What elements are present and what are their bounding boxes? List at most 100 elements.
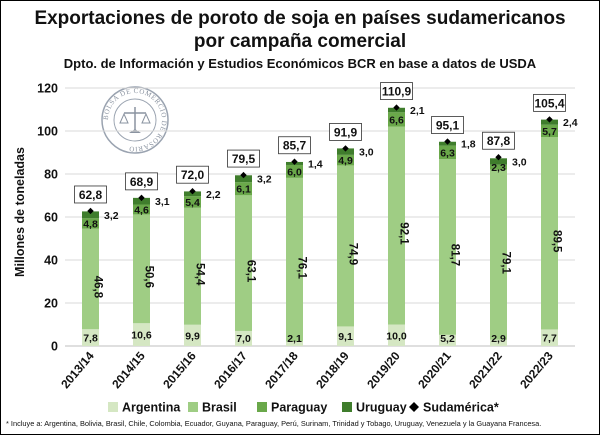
bar-argentina — [82, 329, 99, 346]
data-label-brasil: 74,9 — [347, 243, 359, 265]
data-label-uruguay: 3,2 — [257, 174, 272, 186]
legend-swatch-brasil — [188, 402, 198, 412]
y-tick-label: 20 — [44, 297, 58, 311]
bar-brasil — [286, 177, 303, 342]
total-label: 79,5 — [232, 152, 256, 166]
bar-uruguay — [82, 211, 99, 219]
x-tick-label: 2013/14 — [58, 349, 97, 391]
x-tick-label: 2014/15 — [109, 349, 148, 391]
data-label-uruguay: 2,4 — [563, 117, 578, 129]
total-marker — [342, 145, 349, 152]
data-label-uruguay: 3,0 — [359, 147, 374, 159]
bar-paraguay — [286, 164, 303, 178]
total-marker — [87, 207, 94, 215]
chart-title: Exportaciones de poroto de soja en paíse… — [34, 8, 566, 29]
total-marker — [138, 194, 145, 202]
bar-paraguay — [541, 124, 558, 138]
total-label: 85,7 — [283, 139, 307, 153]
data-label-argentina: 9,1 — [338, 331, 353, 343]
bar-brasil — [388, 126, 405, 325]
total-marker — [495, 154, 502, 161]
legend-swatch-uruguay — [342, 402, 352, 412]
bar-argentina — [388, 324, 405, 346]
data-label-brasil: 89,5 — [551, 230, 563, 253]
bar-paraguay — [184, 196, 201, 208]
data-label-paraguay: 6,0 — [287, 166, 302, 178]
bar-brasil — [82, 228, 99, 330]
legend: Argentina Brasil Paraguay Uruguay Sudamérica… — [108, 401, 499, 415]
x-tick-label: 2015/16 — [160, 349, 199, 391]
total-label-box — [482, 131, 515, 150]
data-label-uruguay: 1,8 — [461, 139, 476, 151]
bar-argentina — [235, 330, 252, 346]
data-label-paraguay: 2,3 — [491, 162, 506, 174]
total-marker — [240, 171, 247, 179]
bar-brasil — [337, 165, 354, 327]
data-label-argentina: 2,9 — [491, 333, 506, 345]
total-label: 62,8 — [79, 188, 103, 202]
legend-label: Uruguay — [356, 401, 407, 415]
total-label-box — [125, 172, 158, 191]
bar-paraguay — [235, 182, 252, 196]
data-label-argentina: 9,9 — [185, 330, 200, 342]
data-label-argentina: 10,6 — [131, 330, 152, 342]
x-tick-label: 2020/21 — [415, 349, 454, 391]
bar-brasil — [439, 159, 456, 335]
total-label-box — [431, 116, 464, 134]
data-label-paraguay: 4,6 — [134, 204, 149, 216]
y-tick-label: 40 — [44, 254, 58, 268]
bar-argentina — [439, 334, 456, 346]
data-label-brasil: 81,7 — [449, 244, 461, 266]
total-label: 68,9 — [130, 175, 154, 189]
total-marker — [444, 138, 451, 145]
data-label-brasil: 54,4 — [194, 263, 206, 286]
bcr-logo-icon: BOLSA DE COMERCIO DE ROSARIO — [101, 86, 169, 154]
data-label-brasil: 46,8 — [92, 276, 104, 299]
total-label: 105,4 — [534, 96, 564, 110]
x-tick-label: 2018/19 — [313, 349, 352, 391]
total-marker — [393, 104, 400, 111]
total-label: 110,9 — [382, 85, 412, 99]
total-label-box — [278, 136, 311, 155]
data-label-paraguay: 5,4 — [185, 197, 200, 209]
chart-title-line2: por campaña comercial — [193, 31, 407, 52]
total-label: 95,1 — [436, 119, 460, 133]
y-tick-label: 0 — [51, 340, 58, 354]
total-label-box — [176, 165, 209, 184]
bar-argentina — [286, 341, 303, 346]
bar-uruguay — [235, 175, 252, 183]
data-label-brasil: 50,6 — [143, 266, 155, 288]
data-label-argentina: 7,0 — [236, 333, 251, 345]
legend-label: Argentina — [122, 401, 181, 415]
total-label-box — [329, 123, 362, 141]
data-label-paraguay: 4,9 — [338, 155, 353, 167]
x-axis: 2013/14 2014/15 2015/16 2016/17 2017/18 2018/… — [58, 349, 556, 391]
bar-paraguay — [439, 145, 456, 160]
data-label-paraguay: 5,7 — [542, 126, 557, 138]
legend-diamond-icon — [409, 402, 419, 412]
data-label-brasil: 63,1 — [245, 260, 257, 283]
y-tick-label: 100 — [37, 125, 58, 139]
data-label-argentina: 5,2 — [440, 333, 455, 345]
legend-label: Sudamérica* — [423, 401, 499, 415]
bar-paraguay — [388, 112, 405, 127]
bars — [82, 104, 558, 346]
bar-uruguay — [337, 148, 354, 155]
y-axis: 0 20 40 60 80 100 120 — [37, 82, 58, 354]
total-label-box — [380, 82, 413, 100]
total-label: 91,9 — [334, 125, 358, 139]
data-labels: 7,846,84,83,262,810,650,64,63,168,99,954… — [74, 82, 578, 345]
bar-brasil — [490, 169, 507, 340]
bar-argentina — [490, 339, 507, 346]
y-axis-label: Millones de toneladas — [13, 147, 27, 277]
y-tick-label: 80 — [44, 168, 58, 182]
x-tick-label: 2019/20 — [364, 349, 403, 391]
bar-argentina — [337, 326, 354, 346]
y-tick-label: 120 — [37, 82, 58, 96]
total-label-box — [227, 149, 260, 168]
bar-paraguay — [490, 164, 507, 170]
legend-label: Paraguay — [271, 401, 327, 415]
data-label-paraguay: 6,1 — [236, 184, 251, 196]
data-label-brasil: 79,1 — [500, 252, 512, 275]
data-label-argentina: 7,8 — [83, 333, 98, 345]
